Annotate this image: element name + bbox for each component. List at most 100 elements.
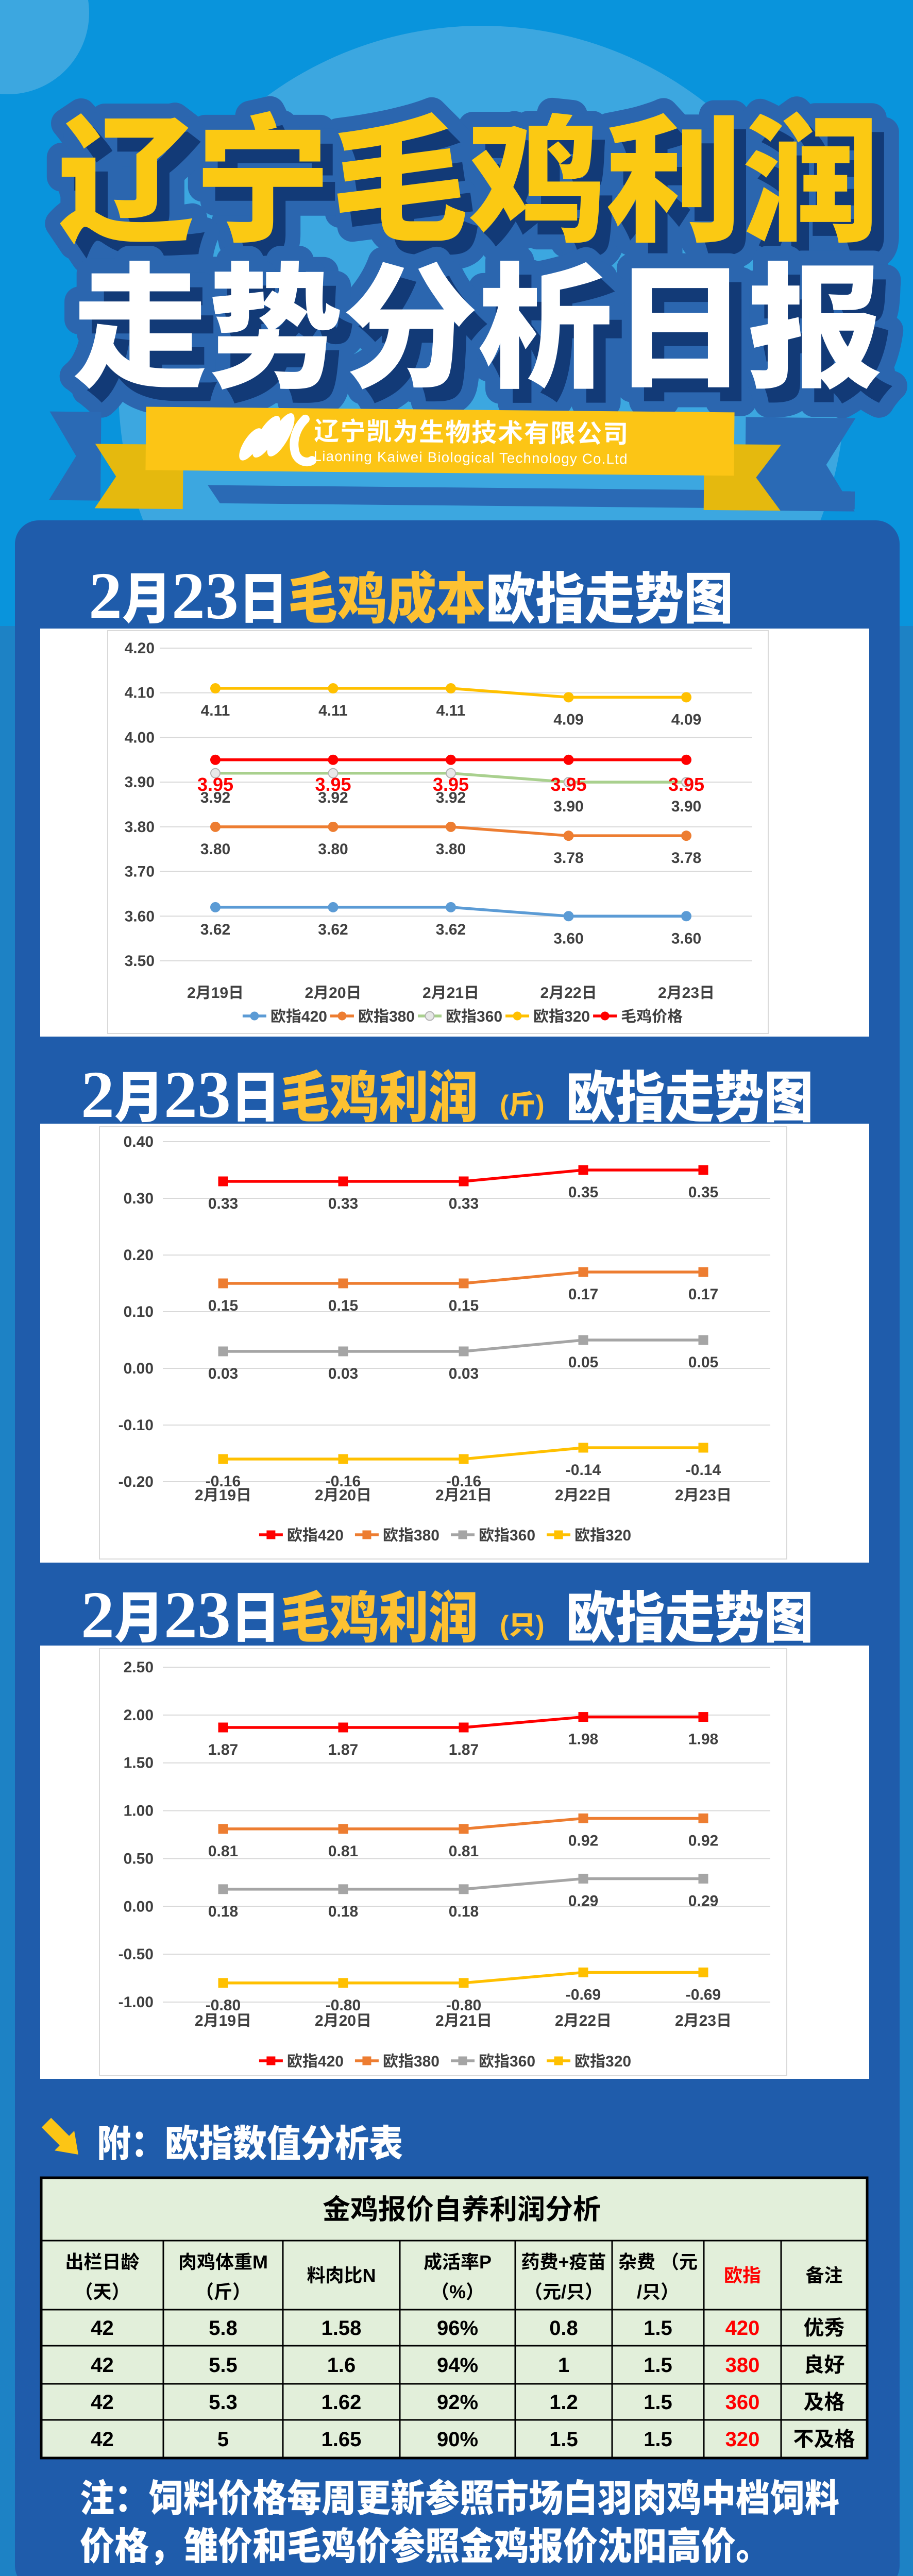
- svg-text:23: 23: [172, 559, 239, 633]
- svg-text:(: (: [500, 1090, 509, 1120]
- svg-text:3.80: 3.80: [436, 841, 466, 858]
- svg-text:1.5: 1.5: [644, 2317, 672, 2340]
- svg-text:0.35: 0.35: [568, 1184, 598, 1201]
- svg-text:5.3: 5.3: [209, 2391, 238, 2414]
- svg-text:92%: 92%: [437, 2391, 478, 2414]
- svg-text:0.30: 0.30: [124, 1190, 154, 1207]
- svg-text:0.92: 0.92: [568, 1832, 598, 1849]
- svg-text:2: 2: [675, 2012, 684, 2029]
- svg-text:0.50: 0.50: [124, 1850, 154, 1867]
- svg-text:21: 21: [447, 985, 464, 1002]
- svg-text:%: %: [449, 2281, 466, 2302]
- svg-text:2: 2: [658, 985, 667, 1002]
- svg-text:3.60: 3.60: [553, 930, 583, 947]
- svg-text:0.05: 0.05: [688, 1354, 718, 1371]
- svg-text:380: 380: [414, 2053, 439, 2070]
- svg-text:320: 320: [605, 2053, 631, 2070]
- svg-text:0.18: 0.18: [208, 1903, 238, 1920]
- svg-text:-0.50: -0.50: [119, 1946, 154, 1963]
- svg-text:3.90: 3.90: [125, 774, 155, 791]
- svg-text:22: 22: [564, 985, 581, 1002]
- svg-text:): ): [535, 1090, 544, 1120]
- svg-text:3.70: 3.70: [125, 863, 155, 880]
- svg-text:-0.80: -0.80: [206, 1997, 241, 2014]
- svg-text:22: 22: [579, 2012, 596, 2029]
- svg-text:3.92: 3.92: [436, 789, 466, 806]
- svg-text:2: 2: [81, 1578, 114, 1652]
- svg-text:2: 2: [675, 1487, 684, 1504]
- svg-text:20: 20: [339, 2012, 356, 2029]
- svg-text:23: 23: [682, 985, 699, 1002]
- svg-text:0.40: 0.40: [124, 1133, 154, 1150]
- svg-text:1.6: 1.6: [327, 2354, 356, 2377]
- svg-text:-0.20: -0.20: [119, 1473, 154, 1490]
- svg-text:1: 1: [558, 2354, 569, 2377]
- svg-text:2: 2: [435, 2012, 444, 2029]
- svg-text:0.81: 0.81: [449, 1843, 479, 1860]
- svg-text:3.92: 3.92: [200, 789, 230, 806]
- svg-text:360: 360: [510, 2053, 535, 2070]
- svg-text:320: 320: [564, 1008, 590, 1025]
- svg-text:2: 2: [81, 1058, 114, 1132]
- svg-text:2: 2: [435, 1487, 444, 1504]
- svg-text:1.50: 1.50: [124, 1755, 154, 1772]
- svg-text:0.33: 0.33: [328, 1195, 358, 1212]
- svg-text:3.80: 3.80: [125, 819, 155, 836]
- svg-text:320: 320: [605, 1527, 631, 1544]
- svg-text:-0.80: -0.80: [326, 1997, 361, 2014]
- svg-text:3.80: 3.80: [318, 841, 348, 858]
- svg-text:3.95: 3.95: [433, 774, 469, 795]
- svg-text:3.50: 3.50: [125, 953, 155, 970]
- svg-text:-0.69: -0.69: [686, 1986, 721, 2003]
- svg-text:0.15: 0.15: [449, 1297, 479, 1314]
- svg-text:420: 420: [318, 2053, 344, 2070]
- svg-text:0.05: 0.05: [568, 1354, 598, 1371]
- svg-text:1.65: 1.65: [322, 2428, 362, 2451]
- svg-text:0.10: 0.10: [124, 1303, 154, 1320]
- svg-text:3.90: 3.90: [553, 798, 583, 815]
- svg-text:N: N: [363, 2265, 376, 2286]
- svg-text:5.8: 5.8: [209, 2317, 238, 2340]
- svg-text:0.81: 0.81: [208, 1843, 238, 1860]
- svg-text:0.35: 0.35: [688, 1184, 718, 1201]
- svg-text:P: P: [479, 2251, 492, 2273]
- svg-text:1.87: 1.87: [328, 1741, 358, 1758]
- svg-text:23: 23: [699, 1487, 716, 1504]
- svg-text:0.18: 0.18: [449, 1903, 479, 1920]
- svg-text:3.60: 3.60: [125, 908, 155, 925]
- svg-text:4.09: 4.09: [553, 711, 583, 728]
- svg-text:-0.14: -0.14: [686, 1462, 721, 1479]
- svg-text:0.29: 0.29: [688, 1892, 718, 1909]
- svg-text:1.58: 1.58: [322, 2317, 362, 2340]
- svg-text:0.81: 0.81: [328, 1843, 358, 1860]
- svg-text:1.5: 1.5: [644, 2428, 672, 2451]
- svg-text:42: 42: [91, 2428, 114, 2451]
- svg-text:5.5: 5.5: [209, 2354, 238, 2377]
- svg-text:2: 2: [555, 1487, 564, 1504]
- svg-text:0.33: 0.33: [449, 1195, 479, 1212]
- svg-text:360: 360: [510, 1527, 535, 1544]
- svg-text:4.11: 4.11: [201, 702, 230, 719]
- svg-text:-0.16: -0.16: [326, 1473, 361, 1490]
- svg-text:M: M: [252, 2251, 268, 2273]
- svg-text:0.18: 0.18: [328, 1903, 358, 1920]
- svg-text:2: 2: [89, 559, 122, 633]
- svg-text:0.8: 0.8: [549, 2317, 578, 2340]
- svg-text:3.95: 3.95: [668, 774, 704, 795]
- svg-text:23: 23: [699, 2012, 716, 2029]
- svg-text:96%: 96%: [437, 2317, 478, 2340]
- svg-text:0.15: 0.15: [208, 1297, 238, 1314]
- svg-text:19: 19: [219, 1487, 236, 1504]
- svg-text:2: 2: [315, 2012, 324, 2029]
- svg-text:380: 380: [725, 2354, 760, 2377]
- svg-text:1.87: 1.87: [208, 1741, 238, 1758]
- svg-text:0.33: 0.33: [208, 1195, 238, 1212]
- svg-text:1.87: 1.87: [449, 1741, 479, 1758]
- svg-text:-0.16: -0.16: [446, 1473, 481, 1490]
- svg-text:21: 21: [460, 1487, 477, 1504]
- svg-text:42: 42: [91, 2317, 114, 2340]
- svg-text:2: 2: [195, 1487, 204, 1504]
- svg-text:2: 2: [195, 2012, 204, 2029]
- svg-text:-0.69: -0.69: [566, 1986, 601, 2003]
- svg-text:3.95: 3.95: [315, 774, 351, 795]
